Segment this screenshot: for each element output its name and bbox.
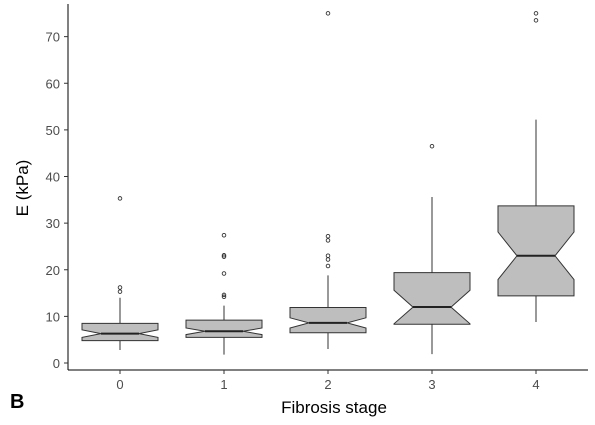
y-tick-label: 20 [46, 263, 60, 278]
x-tick-label: 0 [116, 377, 123, 392]
outlier-point [221, 233, 227, 238]
y-tick-label: 10 [46, 309, 60, 324]
outlier-point [325, 257, 331, 262]
outlier-point [533, 18, 539, 23]
x-tick-label: 4 [532, 377, 539, 392]
axes: 0 10 20 30 40 50 60 70 0 1 2 3 4 [46, 4, 588, 392]
outlier-point [325, 263, 331, 269]
box [289, 307, 367, 334]
outlier-point [325, 253, 331, 259]
outlier-point [221, 292, 227, 298]
y-tick-label: 40 [46, 170, 60, 185]
x-tick-label: 2 [324, 377, 331, 392]
outlier-point [221, 254, 227, 259]
y-tick-label: 30 [46, 216, 60, 231]
y-tick-label: 60 [46, 76, 60, 91]
box-group [81, 196, 159, 350]
y-tick-label: 0 [53, 356, 60, 371]
box [81, 322, 159, 342]
y-tick-label: 70 [46, 30, 60, 45]
box [497, 205, 575, 297]
box [185, 319, 263, 338]
box-group [497, 11, 575, 322]
outlier-point [117, 285, 123, 290]
box-group [289, 11, 367, 350]
outlier-point [325, 233, 331, 239]
box [393, 272, 471, 325]
outlier-point [325, 11, 331, 16]
y-axis-label: E (kPa) [13, 160, 32, 217]
outlier-point [325, 238, 331, 243]
box-group [393, 143, 471, 355]
panel-label: B [10, 391, 25, 413]
x-axis-label: Fibrosis stage [281, 398, 387, 417]
y-tick-label: 50 [46, 123, 60, 138]
box-series [81, 11, 575, 355]
x-tick-label: 3 [428, 377, 435, 392]
outlier-point [533, 11, 539, 16]
outlier-point [221, 253, 227, 258]
outlier-point [117, 289, 123, 294]
box-group [185, 233, 263, 355]
outlier-point [221, 271, 227, 276]
outlier-point [117, 196, 123, 201]
outlier-point [221, 294, 227, 300]
outlier-point [429, 143, 435, 149]
x-tick-label: 1 [220, 377, 227, 392]
